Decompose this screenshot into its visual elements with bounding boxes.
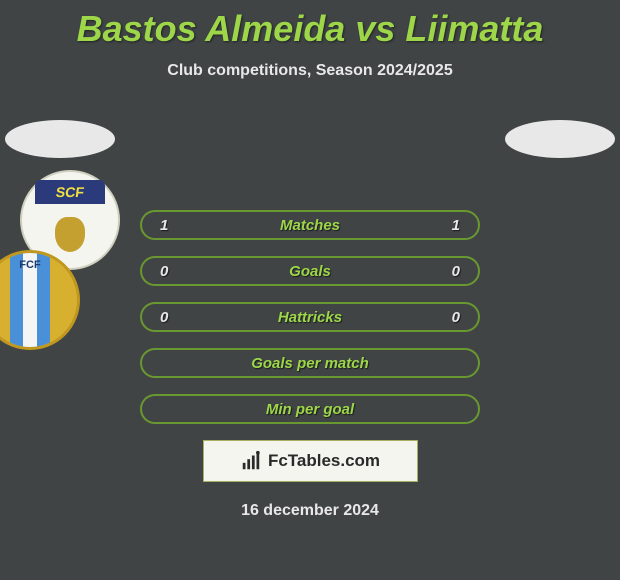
- chart-icon: [240, 450, 262, 472]
- branding-text: FcTables.com: [268, 451, 380, 471]
- stat-label: Matches: [190, 217, 430, 234]
- stat-left: 0: [160, 309, 190, 326]
- stat-label: Goals: [190, 263, 430, 280]
- stat-row-hattricks: 0 Hattricks 0: [140, 302, 480, 332]
- stat-left: 1: [160, 217, 190, 234]
- stat-right: 1: [430, 217, 460, 234]
- fcf-text-icon: FCF: [0, 259, 77, 271]
- branding-box[interactable]: FcTables.com: [203, 440, 418, 482]
- stat-row-mpg: Min per goal: [140, 394, 480, 424]
- subtitle: Club competitions, Season 2024/2025: [0, 62, 620, 80]
- stat-left: 0: [160, 263, 190, 280]
- player-photo-right: [505, 120, 615, 158]
- stat-right: 0: [430, 309, 460, 326]
- player-photo-left: [5, 120, 115, 158]
- stat-row-gpm: Goals per match: [140, 348, 480, 378]
- stat-label: Goals per match: [190, 355, 430, 372]
- page-title: Bastos Almeida vs Liimatta: [0, 0, 620, 50]
- date-text: 16 december 2024: [0, 502, 620, 520]
- scf-shield-icon: [35, 180, 105, 260]
- stat-row-matches: 1 Matches 1: [140, 210, 480, 240]
- stat-right: 0: [430, 263, 460, 280]
- stat-label: Min per goal: [190, 401, 430, 418]
- stat-label: Hattricks: [190, 309, 430, 326]
- stat-row-goals: 0 Goals 0: [140, 256, 480, 286]
